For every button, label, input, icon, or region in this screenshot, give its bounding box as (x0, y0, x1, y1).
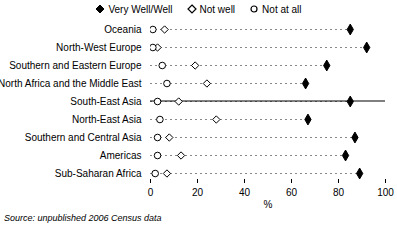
svg-text:North-West Europe: North-West Europe (56, 42, 142, 53)
html-text:Source: unpublished 2006 Censu: Source: unpublished 2006 Census data (4, 213, 162, 223)
svg-text:100: 100 (377, 187, 394, 198)
svg-text:Americas: Americas (100, 150, 142, 161)
svg-text:Sub-Saharan Africa: Sub-Saharan Africa (55, 168, 142, 179)
svg-text:Southern and Central Asia: Southern and Central Asia (25, 132, 142, 143)
svg-text:North Africa and the Middle Ea: North Africa and the Middle East (0, 78, 142, 89)
html-text:Not well: Not well (199, 3, 236, 15)
html-text:Very Well/Well: Very Well/Well (108, 3, 173, 15)
svg-text:0: 0 (148, 187, 154, 198)
svg-text:South-East Asia: South-East Asia (70, 96, 142, 107)
svg-text:North-East Asia: North-East Asia (72, 114, 142, 125)
svg-text:80: 80 (333, 187, 345, 198)
html-text:Not at all: Not at all (262, 3, 302, 15)
svg-text:20: 20 (192, 187, 204, 198)
svg-text:%: % (264, 199, 273, 210)
svg-text:Oceania: Oceania (104, 24, 142, 35)
svg-text:60: 60 (286, 187, 298, 198)
svg-text:Southern and Eastern Europe: Southern and Eastern Europe (9, 60, 142, 71)
svg-text:40: 40 (239, 187, 251, 198)
